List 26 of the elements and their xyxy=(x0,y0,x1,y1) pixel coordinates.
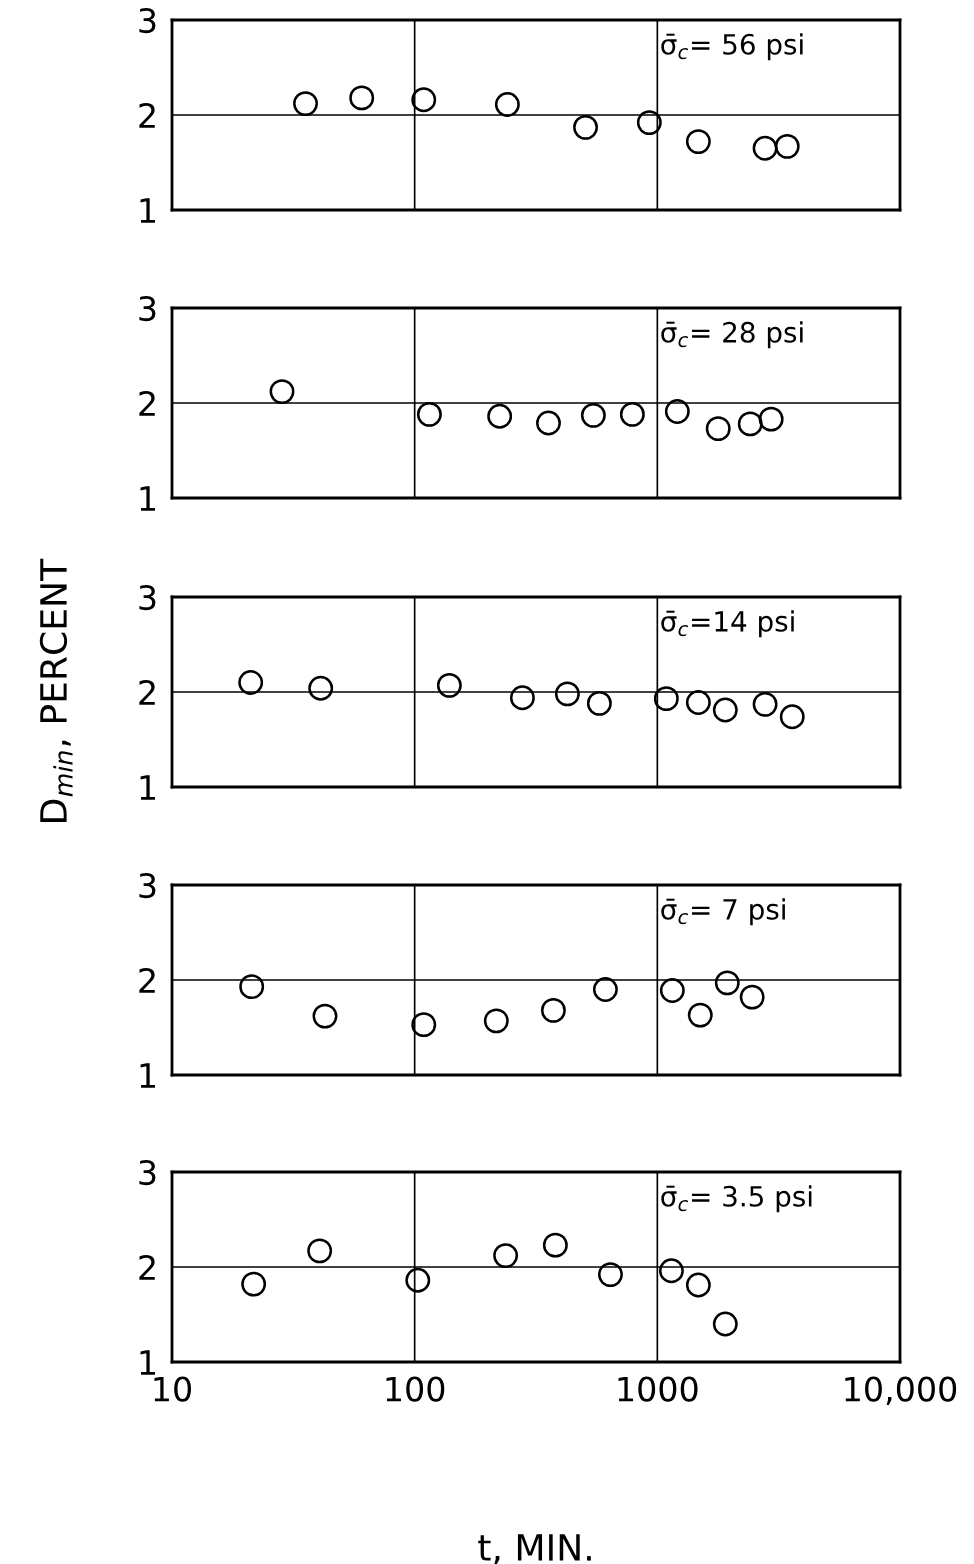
x-axis-title: t, MIN. xyxy=(478,1534,591,1564)
y-tick-label: 1 xyxy=(140,775,156,800)
y-tick-label: 3 xyxy=(139,295,156,322)
y-tick-label: 2 xyxy=(139,679,155,705)
x-tick-label: 10,000 xyxy=(845,1376,957,1406)
x-tick-label: 10 xyxy=(154,1376,191,1402)
y-tick-label: 3 xyxy=(139,872,156,899)
x-tick-label: 100 xyxy=(386,1376,445,1402)
annotation: σ̄$_{c}$= 28 psi xyxy=(661,321,803,349)
y-tick-label: 2 xyxy=(139,390,155,416)
y-tick-label: 3 xyxy=(139,1159,156,1186)
y-tick-label: 2 xyxy=(139,967,155,993)
annotation: σ̄$_{c}$= 56 psi xyxy=(661,33,803,61)
annotation: σ̄$_{c}$=14 psi xyxy=(661,610,794,638)
y-tick-label: 3 xyxy=(139,584,156,611)
annotation: σ̄$_{c}$= 7 psi xyxy=(661,898,785,926)
y-tick-label: 1 xyxy=(140,198,156,223)
y-tick-label: 2 xyxy=(139,102,155,128)
y-tick-label: 3 xyxy=(139,7,156,34)
y-axis-title: D$_{min}$, PERCENT xyxy=(39,558,73,822)
y-tick-label: 1 xyxy=(140,1350,156,1375)
annotation: σ̄$_{c}$= 3.5 psi xyxy=(661,1185,812,1213)
x-tick-label: 1000 xyxy=(618,1376,698,1402)
y-tick-label: 2 xyxy=(139,1254,155,1280)
y-tick-label: 1 xyxy=(140,1063,156,1088)
y-tick-label: 1 xyxy=(140,486,156,511)
